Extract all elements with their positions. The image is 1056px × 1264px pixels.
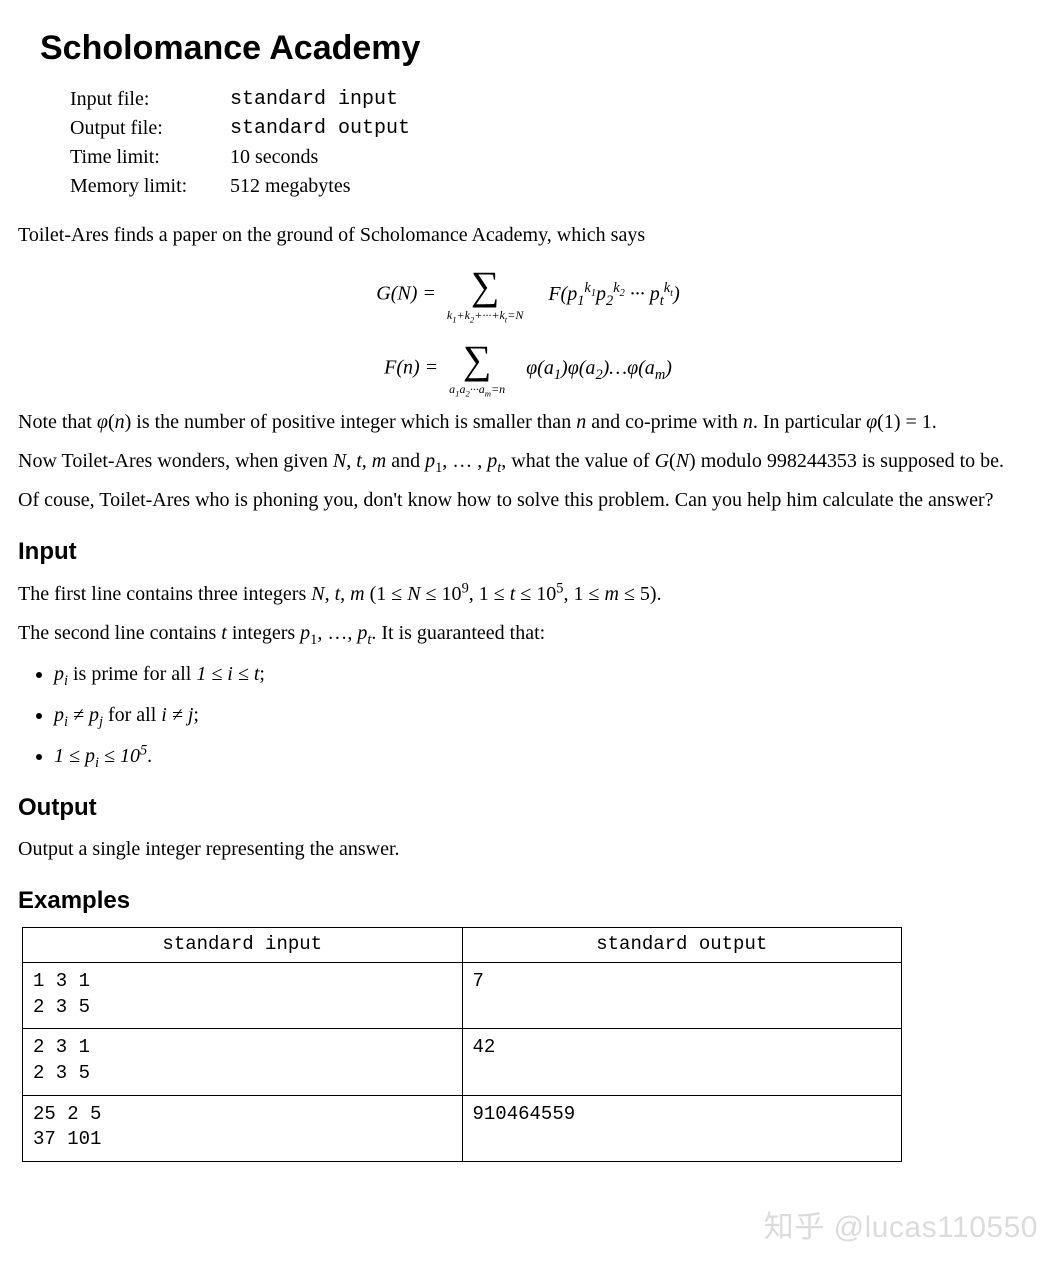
formula-f: F(n) = ∑ a1a2···am=n φ(a1)φ(a2)…φ(am) bbox=[18, 341, 1038, 397]
example-input-cell: 2 3 1 2 3 5 bbox=[23, 1029, 463, 1095]
table-row: 1 3 1 2 3 57 bbox=[23, 963, 902, 1029]
section-input: Input bbox=[18, 536, 1038, 568]
constraint-item: pi ≠ pj for all i ≠ j; bbox=[54, 702, 1038, 729]
input-line2: The second line contains t integers p1, … bbox=[18, 620, 1038, 647]
meta-label: Memory limit: bbox=[70, 173, 230, 200]
intro-paragraph: Toilet-Ares finds a paper on the ground … bbox=[18, 222, 1038, 249]
example-output-cell: 7 bbox=[462, 963, 902, 1029]
meta-row: Memory limit:512 megabytes bbox=[70, 173, 1038, 200]
table-row: 2 3 1 2 3 542 bbox=[23, 1029, 902, 1095]
meta-block: Input file:standard inputOutput file:sta… bbox=[70, 86, 1038, 200]
meta-label: Time limit: bbox=[70, 144, 230, 171]
output-paragraph: Output a single integer representing the… bbox=[18, 836, 1038, 863]
formula-f-rhs: φ(a1)φ(a2)…φ(am) bbox=[526, 357, 672, 379]
ofcourse-paragraph: Of couse, Toilet-Ares who is phoning you… bbox=[18, 487, 1038, 514]
watermark: 知乎 @lucas110550 bbox=[764, 1208, 1038, 1249]
section-examples: Examples bbox=[18, 885, 1038, 917]
meta-label: Input file: bbox=[70, 86, 230, 113]
example-input-cell: 1 3 1 2 3 5 bbox=[23, 963, 463, 1029]
page-title: Scholomance Academy bbox=[40, 26, 1038, 72]
wonder-paragraph: Now Toilet-Ares wonders, when given N, t… bbox=[18, 448, 1038, 475]
input-constraints-list: pi is prime for all 1 ≤ i ≤ t; pi ≠ pj fo… bbox=[54, 661, 1038, 770]
formula-g-rhs: F(p1k1p2k2 ··· ptkt) bbox=[548, 283, 679, 305]
formula-g: G(N) = ∑ k1+k2+···+kt=N F(p1k1p2k2 ··· p… bbox=[18, 267, 1038, 323]
meta-value: standard input bbox=[230, 86, 398, 113]
examples-header-output: standard output bbox=[462, 928, 902, 963]
formula-f-sigma: ∑ a1a2···am=n bbox=[449, 341, 505, 397]
meta-value: 10 seconds bbox=[230, 144, 318, 171]
note-paragraph: Note that φ(n) is the number of positive… bbox=[18, 409, 1038, 436]
formula-g-lhs: G(N) = bbox=[376, 283, 441, 305]
examples-table: standard input standard output 1 3 1 2 3… bbox=[22, 927, 902, 1161]
example-output-cell: 910464559 bbox=[462, 1095, 902, 1161]
constraint-item: pi is prime for all 1 ≤ i ≤ t; bbox=[54, 661, 1038, 688]
meta-row: Time limit:10 seconds bbox=[70, 144, 1038, 171]
watermark-text: 知乎 @lucas110550 bbox=[764, 1211, 1038, 1244]
formula-f-lhs: F(n) = bbox=[384, 357, 443, 379]
example-input-cell: 25 2 5 37 101 bbox=[23, 1095, 463, 1161]
table-row: 25 2 5 37 101910464559 bbox=[23, 1095, 902, 1161]
example-output-cell: 42 bbox=[462, 1029, 902, 1095]
meta-row: Input file:standard input bbox=[70, 86, 1038, 113]
meta-value: standard output bbox=[230, 115, 410, 142]
input-line1: The first line contains three integers N… bbox=[18, 581, 1038, 608]
constraint-item: 1 ≤ pi ≤ 105. bbox=[54, 743, 1038, 770]
formula-g-sigma: ∑ k1+k2+···+kt=N bbox=[447, 267, 523, 323]
examples-header-input: standard input bbox=[23, 928, 463, 963]
meta-value: 512 megabytes bbox=[230, 173, 351, 200]
meta-row: Output file:standard output bbox=[70, 115, 1038, 142]
meta-label: Output file: bbox=[70, 115, 230, 142]
section-output: Output bbox=[18, 792, 1038, 824]
